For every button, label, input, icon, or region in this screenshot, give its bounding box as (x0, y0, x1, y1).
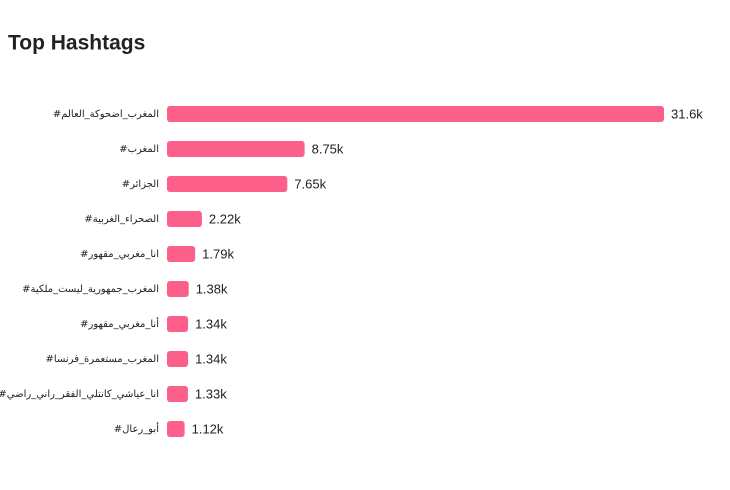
chart-title: Top Hashtags (8, 32, 145, 55)
category-label: #المغرب_اضحوكة_العالم (53, 109, 159, 120)
value-label: 1.38k (196, 281, 228, 296)
bar (167, 176, 288, 192)
category-label: #المغرب_جمهورية_ليست_ملكية (22, 284, 159, 295)
bar (167, 246, 196, 262)
category-label: #الجزائر (122, 179, 159, 190)
category-label: #انا_مغربي_مقهور (80, 249, 159, 260)
bar (167, 106, 664, 122)
bar (167, 421, 185, 437)
value-label: 1.34k (195, 316, 227, 331)
value-label: 7.65k (294, 176, 326, 191)
value-label: 1.34k (195, 351, 227, 366)
value-label: 1.79k (202, 246, 234, 261)
value-label: 31.6k (671, 106, 703, 121)
bar (167, 281, 189, 297)
bar (167, 351, 189, 367)
bar (167, 386, 188, 402)
category-label: #انا_عياشي_كانتلي_الفقر_راني_راضي (0, 389, 159, 400)
value-label: 1.33k (195, 386, 227, 401)
value-label: 8.75k (312, 141, 344, 156)
category-label: #المغرب_مستعمرة_فرنسا (46, 354, 159, 365)
value-label: 2.22k (209, 211, 241, 226)
bar (167, 141, 305, 157)
category-label: #المغرب (119, 144, 159, 155)
bar (167, 316, 189, 332)
bar (167, 211, 202, 227)
category-label: #الصحراء_الغربية (84, 214, 159, 225)
category-label: #أبو_رعال (114, 422, 159, 435)
category-label: #أنا_مغربي_مقهور (80, 317, 159, 330)
value-label: 1.12k (192, 421, 224, 436)
